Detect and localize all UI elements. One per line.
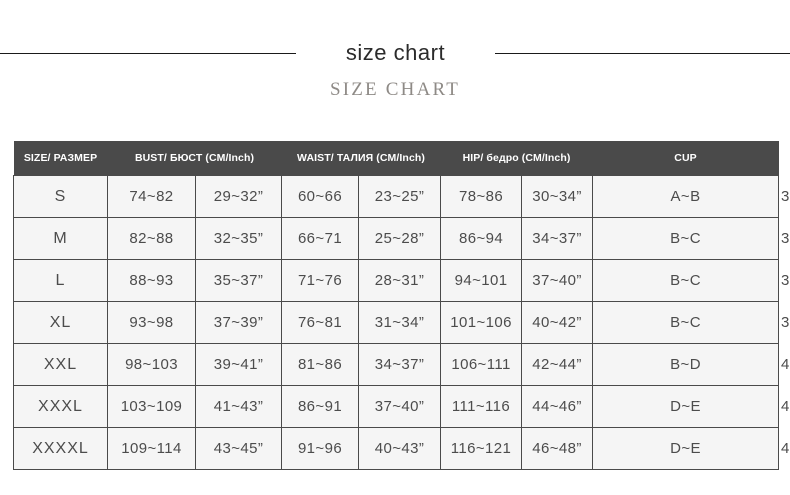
table-row: M 82~88 32~35” 66~71 25~28” 86~94 34~37”… <box>13 217 790 260</box>
cell-waist-cm: 71~76 <box>281 259 360 302</box>
cell-bust-cm: 109~114 <box>107 427 196 470</box>
cell-waist-cm: 76~81 <box>281 301 360 344</box>
cell-waist-cm: 81~86 <box>281 343 360 386</box>
page-title: size chart <box>296 36 495 70</box>
table-head: SIZE/ РАЗМЕР BUST/ БЮСТ (CM/Inch) WAIST/… <box>13 141 790 176</box>
cell-hip-inch: 42~44” <box>521 343 594 386</box>
cell-size: XXXXL <box>13 427 108 470</box>
cell-bust-inch: 43~45” <box>194 427 283 470</box>
cell-waist-cm: 60~66 <box>281 175 360 218</box>
cell-hip-cm: 86~94 <box>440 217 523 260</box>
cell-hip-inch: 30~34” <box>521 175 594 218</box>
column-header-waist: WAIST/ ТАЛИЯ (CM/Inch) <box>281 141 441 176</box>
decorative-rule-right <box>495 52 790 54</box>
table-header-row: SIZE/ РАЗМЕР BUST/ БЮСТ (CM/Inch) WAIST/… <box>13 141 790 176</box>
cell-waist-inch: 23~25” <box>358 175 442 218</box>
cell-hip-inch: 44~46” <box>521 385 594 428</box>
cell-waist-inch: 28~31” <box>358 259 442 302</box>
cell-bust-inch: 35~37” <box>194 259 283 302</box>
column-header-hip: HIP/ бедро (CM/Inch) <box>440 141 593 176</box>
cell-bust-inch: 39~41” <box>194 343 283 386</box>
table-body: S 74~82 29~32” 60~66 23~25” 78~86 30~34”… <box>13 175 790 470</box>
decorative-rule-left <box>0 52 296 54</box>
cell-cup: D~E <box>592 385 780 428</box>
page-subtitle: SIZE CHART <box>329 79 461 100</box>
cell-size: XL <box>13 301 108 344</box>
cell-size: XXL <box>13 343 108 386</box>
cell-hip-cm: 106~111 <box>440 343 523 386</box>
cell-cup: B~C <box>592 259 780 302</box>
column-header-bust: BUST/ БЮСТ (CM/Inch) <box>107 141 282 176</box>
cell-size: S <box>13 175 108 218</box>
cell-hip-cm: 94~101 <box>440 259 523 302</box>
table-row: L 88~93 35~37” 71~76 28~31” 94~101 37~40… <box>13 259 790 302</box>
cell-hip-inch: 34~37” <box>521 217 594 260</box>
cell-cup: B~D <box>592 343 780 386</box>
cell-size: L <box>13 259 108 302</box>
cell-bust-cm: 82~88 <box>107 217 196 260</box>
cell-bust-cm: 74~82 <box>107 175 196 218</box>
table-row: S 74~82 29~32” 60~66 23~25” 78~86 30~34”… <box>13 175 790 218</box>
cell-waist-cm: 91~96 <box>281 427 360 470</box>
cell-waist-cm: 66~71 <box>281 217 360 260</box>
table-row: XXXL 103~109 41~43” 86~91 37~40” 111~116… <box>13 385 790 428</box>
cell-waist-inch: 31~34” <box>358 301 442 344</box>
cell-cup: B~C <box>592 301 780 344</box>
table-row: XXXXL 109~114 43~45” 91~96 40~43” 116~12… <box>13 427 790 470</box>
cell-bust-cm: 98~103 <box>107 343 196 386</box>
cell-waist-cm: 86~91 <box>281 385 360 428</box>
cell-bust-cm: 103~109 <box>107 385 196 428</box>
table-row: XXL 98~103 39~41” 81~86 34~37” 106~111 4… <box>13 343 790 386</box>
cell-cup: A~B <box>592 175 780 218</box>
cell-hip-cm: 111~116 <box>440 385 523 428</box>
cell-waist-inch: 25~28” <box>358 217 442 260</box>
cell-hip-cm: 116~121 <box>440 427 523 470</box>
cell-size: XXXL <box>13 385 108 428</box>
cell-cup: D~E <box>592 427 780 470</box>
cell-waist-inch: 34~37” <box>358 343 442 386</box>
title-row: size chart <box>0 36 790 70</box>
cell-bust-cm: 88~93 <box>107 259 196 302</box>
cell-waist-inch: 37~40” <box>358 385 442 428</box>
column-header-cup: CUP <box>592 141 779 176</box>
cell-hip-cm: 78~86 <box>440 175 523 218</box>
table-row: XL 93~98 37~39” 76~81 31~34” 101~106 40~… <box>13 301 790 344</box>
cell-cup: B~C <box>592 217 780 260</box>
size-chart-table-wrap: SIZE/ РАЗМЕР BUST/ БЮСТ (CM/Inch) WAIST/… <box>13 141 790 470</box>
cell-hip-cm: 101~106 <box>440 301 523 344</box>
cell-bust-cm: 93~98 <box>107 301 196 344</box>
cell-hip-inch: 40~42” <box>521 301 594 344</box>
size-chart-table: SIZE/ РАЗМЕР BUST/ БЮСТ (CM/Inch) WAIST/… <box>13 141 790 470</box>
cell-bust-inch: 37~39” <box>194 301 283 344</box>
cell-size: M <box>13 217 108 260</box>
cell-bust-inch: 32~35” <box>194 217 283 260</box>
cell-waist-inch: 40~43” <box>358 427 442 470</box>
column-header-size: SIZE/ РАЗМЕР <box>13 141 108 176</box>
cell-hip-inch: 37~40” <box>521 259 594 302</box>
cell-hip-inch: 46~48” <box>521 427 594 470</box>
cell-bust-inch: 29~32” <box>194 175 283 218</box>
cell-bust-inch: 41~43” <box>194 385 283 428</box>
